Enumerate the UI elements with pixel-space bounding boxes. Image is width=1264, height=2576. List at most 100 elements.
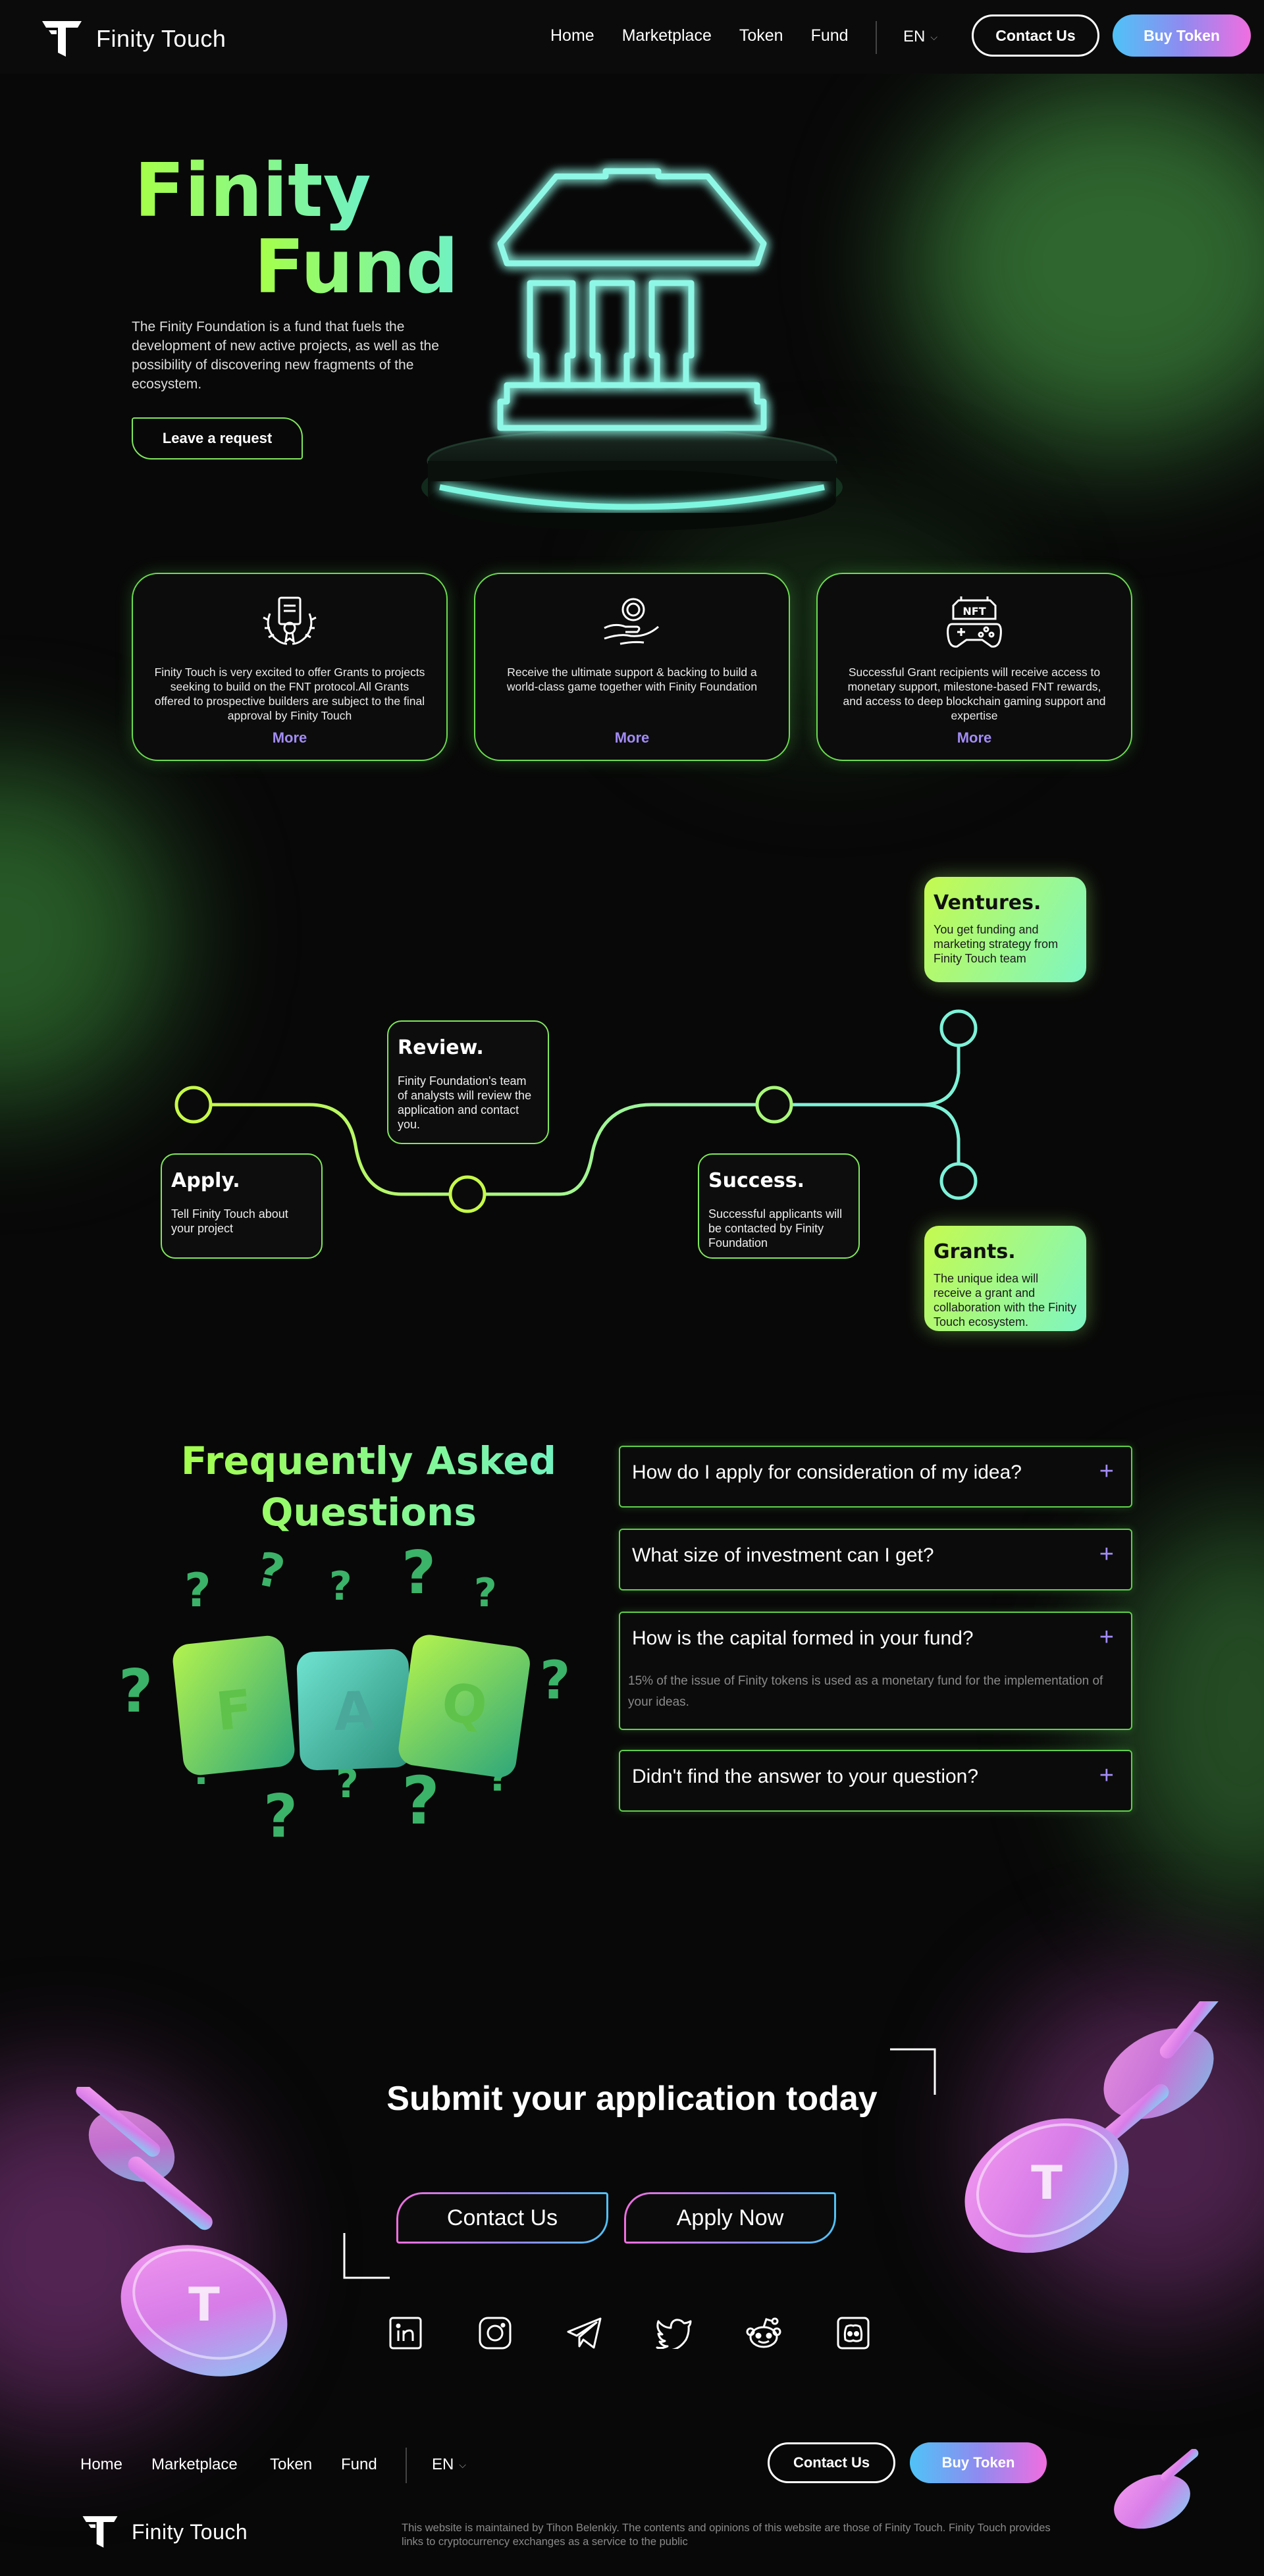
finity-logo-icon — [42, 21, 82, 57]
step-title: Review. — [398, 1036, 484, 1059]
support-card: Receive the ultimate support & backing t… — [474, 573, 790, 761]
language-label: EN — [903, 28, 926, 45]
svg-text:?: ? — [474, 1570, 497, 1616]
roadmap-review: Review. Finity Foundation's team of anal… — [387, 1020, 549, 1144]
twitter-icon[interactable] — [654, 2313, 694, 2353]
step-text: You get funding and marketing strategy f… — [934, 923, 1059, 965]
svg-text:?: ? — [263, 1782, 298, 1851]
main-nav: Home Marketplace Token Fund — [550, 26, 849, 45]
card-text: Receive the ultimate support & backing t… — [506, 666, 758, 693]
cube-letter-a: A — [333, 1680, 376, 1743]
nft-gamepad-icon: NFT — [947, 596, 1002, 648]
language-selector[interactable]: EN ⌵ — [903, 28, 937, 46]
footer-language-selector[interactable]: EN ⌵ — [432, 2456, 466, 2474]
footer-nav-home[interactable]: Home — [80, 2456, 123, 2473]
faq-heading-line1: Frequently Asked — [180, 1438, 557, 1483]
svg-text:?: ? — [184, 1564, 211, 1617]
nav-fund[interactable]: Fund — [810, 26, 849, 45]
certificate-icon — [263, 596, 317, 645]
rewards-card: NFT Successful Grant recipients will rec… — [816, 573, 1132, 761]
faq-question: Didn't find the answer to your question? — [632, 1766, 979, 1787]
card-text: Finity Touch is very excited to offer Gr… — [154, 666, 425, 722]
buy-token-button[interactable]: Buy Token — [1113, 14, 1251, 57]
step-title: Ventures. — [934, 891, 1041, 914]
submit-heading: Submit your application today — [386, 2080, 878, 2118]
roadmap-path — [174, 1009, 978, 1213]
roadmap-apply: Apply. Tell Finity Touch about your proj… — [161, 1153, 323, 1259]
faq-heading-line2: Questions — [261, 1490, 477, 1535]
cube-letter-q: Q — [438, 1671, 490, 1738]
discord-icon[interactable] — [833, 2313, 873, 2353]
apply-now-label: Apply Now — [676, 2205, 784, 2230]
plus-icon[interactable]: + — [1099, 1540, 1114, 1568]
svg-text:?: ? — [402, 1547, 436, 1608]
svg-text:?: ? — [252, 1547, 290, 1600]
faq-question: How is the capital formed in your fund? — [632, 1627, 974, 1649]
coin-hand-icon — [604, 598, 659, 645]
token-coin-left-icon: T — [76, 2087, 288, 2377]
plus-icon[interactable]: + — [1099, 1458, 1114, 1485]
svg-text:T: T — [188, 2278, 220, 2332]
faq-item[interactable]: Didn't find the answer to your question?… — [619, 1750, 1132, 1812]
submit-contact-label: Contact Us — [446, 2205, 558, 2230]
footer-nav-fund[interactable]: Fund — [341, 2456, 377, 2473]
finity-logo-icon — [82, 2516, 118, 2548]
plus-icon[interactable]: + — [1099, 1762, 1114, 1789]
brand-name: Finity Touch — [96, 25, 226, 52]
step-text: Finity Foundation's team of analysts wil… — [398, 1074, 532, 1131]
corner-bracket-decor — [890, 2048, 936, 2095]
roadmap-grants: Grants. The unique idea will receive a g… — [924, 1226, 1086, 1331]
svg-text:T: T — [1031, 2156, 1063, 2210]
footer-contact-button[interactable]: Contact Us — [768, 2442, 895, 2483]
faq-question: How do I apply for consideration of my i… — [632, 1461, 1022, 1483]
corner-bracket-decor — [343, 2233, 390, 2279]
footer-nav-token[interactable]: Token — [270, 2456, 313, 2473]
card-text: Successful Grant recipients will receive… — [843, 666, 1106, 722]
roadmap-ventures: Ventures. You get funding and marketing … — [924, 877, 1086, 982]
footer-nav-divider — [406, 2448, 407, 2483]
nav-marketplace[interactable]: Marketplace — [621, 26, 712, 45]
submit-contact-button[interactable]: Contact Us — [396, 2192, 608, 2244]
card-more-link[interactable]: More — [957, 729, 992, 746]
card-more-link[interactable]: More — [614, 729, 650, 746]
step-title: Success. — [708, 1169, 804, 1192]
step-text: The unique idea will receive a grant and… — [934, 1272, 1077, 1328]
step-text: Tell Finity Touch about your project — [171, 1207, 288, 1235]
step-text: Successful applicants will be contacted … — [708, 1207, 843, 1249]
reddit-icon[interactable] — [744, 2313, 783, 2353]
telegram-icon[interactable] — [565, 2313, 604, 2353]
linkedin-icon[interactable] — [386, 2313, 425, 2353]
card-more-link[interactable]: More — [272, 729, 307, 746]
nav-token[interactable]: Token — [739, 26, 783, 45]
faq-item[interactable]: How do I apply for consideration of my i… — [619, 1446, 1132, 1508]
plus-icon[interactable]: + — [1099, 1623, 1114, 1651]
faq-item-expanded[interactable]: How is the capital formed in your fund? … — [619, 1612, 1132, 1730]
footer-buy-token-button[interactable]: Buy Token — [910, 2442, 1047, 2483]
svg-text:NFT: NFT — [962, 605, 986, 618]
hero-description: The Finity Foundation is a fund that fue… — [132, 319, 439, 392]
instagram-icon[interactable] — [475, 2313, 515, 2353]
footer-brand-logo[interactable]: Finity Touch — [80, 2513, 248, 2550]
token-coin-right-icon: T — [964, 2001, 1229, 2253]
bank-building-icon — [421, 168, 843, 531]
step-title: Apply. — [171, 1169, 240, 1192]
hero-title-line1: Finity — [134, 148, 371, 234]
faq-cubes-illustration: ?? ?? ?? ?? ?? ?? F A Q — [118, 1547, 570, 1851]
step-title: Grants. — [934, 1240, 1016, 1263]
top-header: Finity Touch Home Marketplace Token Fund… — [0, 0, 1264, 74]
svg-text:?: ? — [118, 1657, 153, 1726]
nav-home[interactable]: Home — [550, 26, 594, 45]
footer-nav-marketplace[interactable]: Marketplace — [151, 2456, 238, 2473]
cube-letter-f: F — [213, 1678, 255, 1743]
faq-item[interactable]: What size of investment can I get? + — [619, 1529, 1132, 1590]
apply-now-button[interactable]: Apply Now — [624, 2192, 836, 2244]
footer-disclaimer: This website is maintained by Tihon Bele… — [402, 2522, 1051, 2548]
chevron-down-icon: ⌵ — [930, 31, 937, 42]
nav-divider — [876, 21, 877, 54]
faq-heading: Frequently Asked Questions — [165, 1435, 573, 1538]
faq-question: What size of investment can I get? — [632, 1544, 934, 1566]
contact-us-button[interactable]: Contact Us — [972, 14, 1099, 57]
svg-text:?: ? — [402, 1762, 440, 1839]
leave-request-button[interactable]: Leave a request — [132, 417, 303, 460]
brand-logo[interactable]: Finity Touch — [40, 18, 226, 59]
